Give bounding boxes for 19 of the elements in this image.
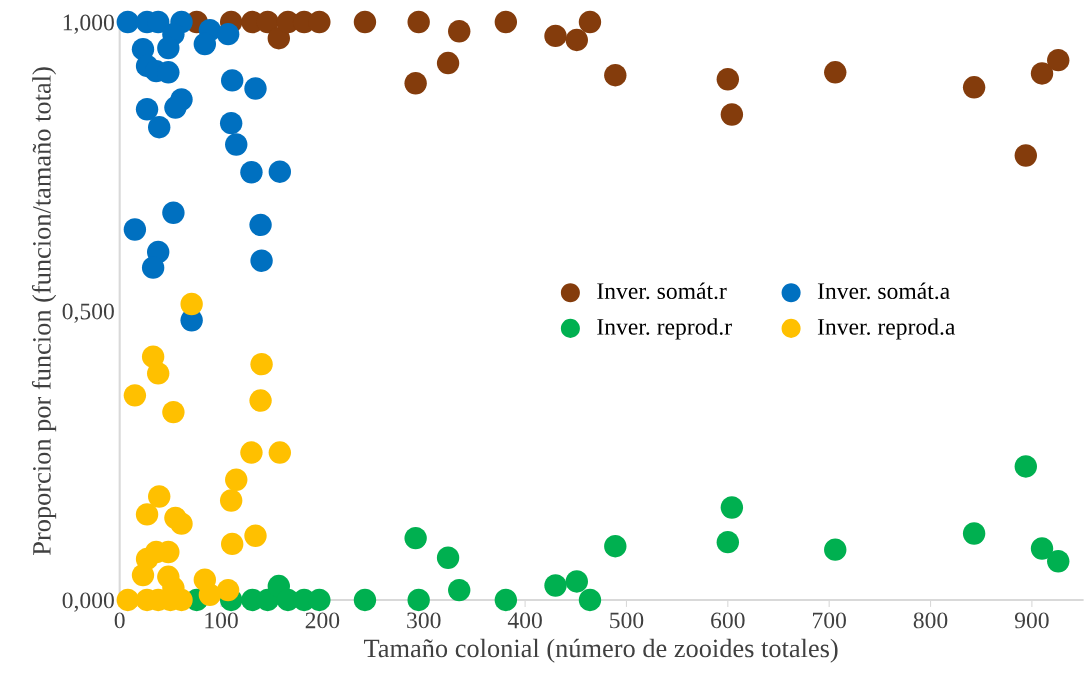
y-tick-label: 0,000 — [62, 592, 114, 612]
x-tick-label: 200 — [305, 612, 340, 629]
y-axis-title: Proporcion por funcion (funcion/tamaño total) — [31, 67, 57, 555]
x-tick-label: 0 — [114, 612, 125, 629]
x-tick-label: 600 — [711, 612, 745, 629]
x-tick-label: 800 — [913, 612, 948, 629]
y-tick-label: 0,500 — [62, 303, 114, 323]
x-tick-label: 400 — [507, 612, 542, 629]
legend-label: Inver. somát.r — [597, 282, 727, 300]
x-tick-label: 500 — [610, 612, 644, 629]
x-tick-label: 100 — [205, 612, 238, 629]
x-tick-label: 900 — [1014, 612, 1049, 629]
x-tick-label: 700 — [813, 612, 846, 629]
legend-label: Inver. somát.a — [817, 282, 950, 300]
x-tick-label: 300 — [407, 612, 441, 629]
y-tick-label: 1,000 — [63, 14, 114, 34]
legend-label: Inver. reprod.a — [817, 318, 956, 340]
legend-label: Inver. reprod.r — [597, 318, 732, 340]
x-axis-title: Tamaño colonial (número de zooides totales) — [364, 638, 838, 663]
